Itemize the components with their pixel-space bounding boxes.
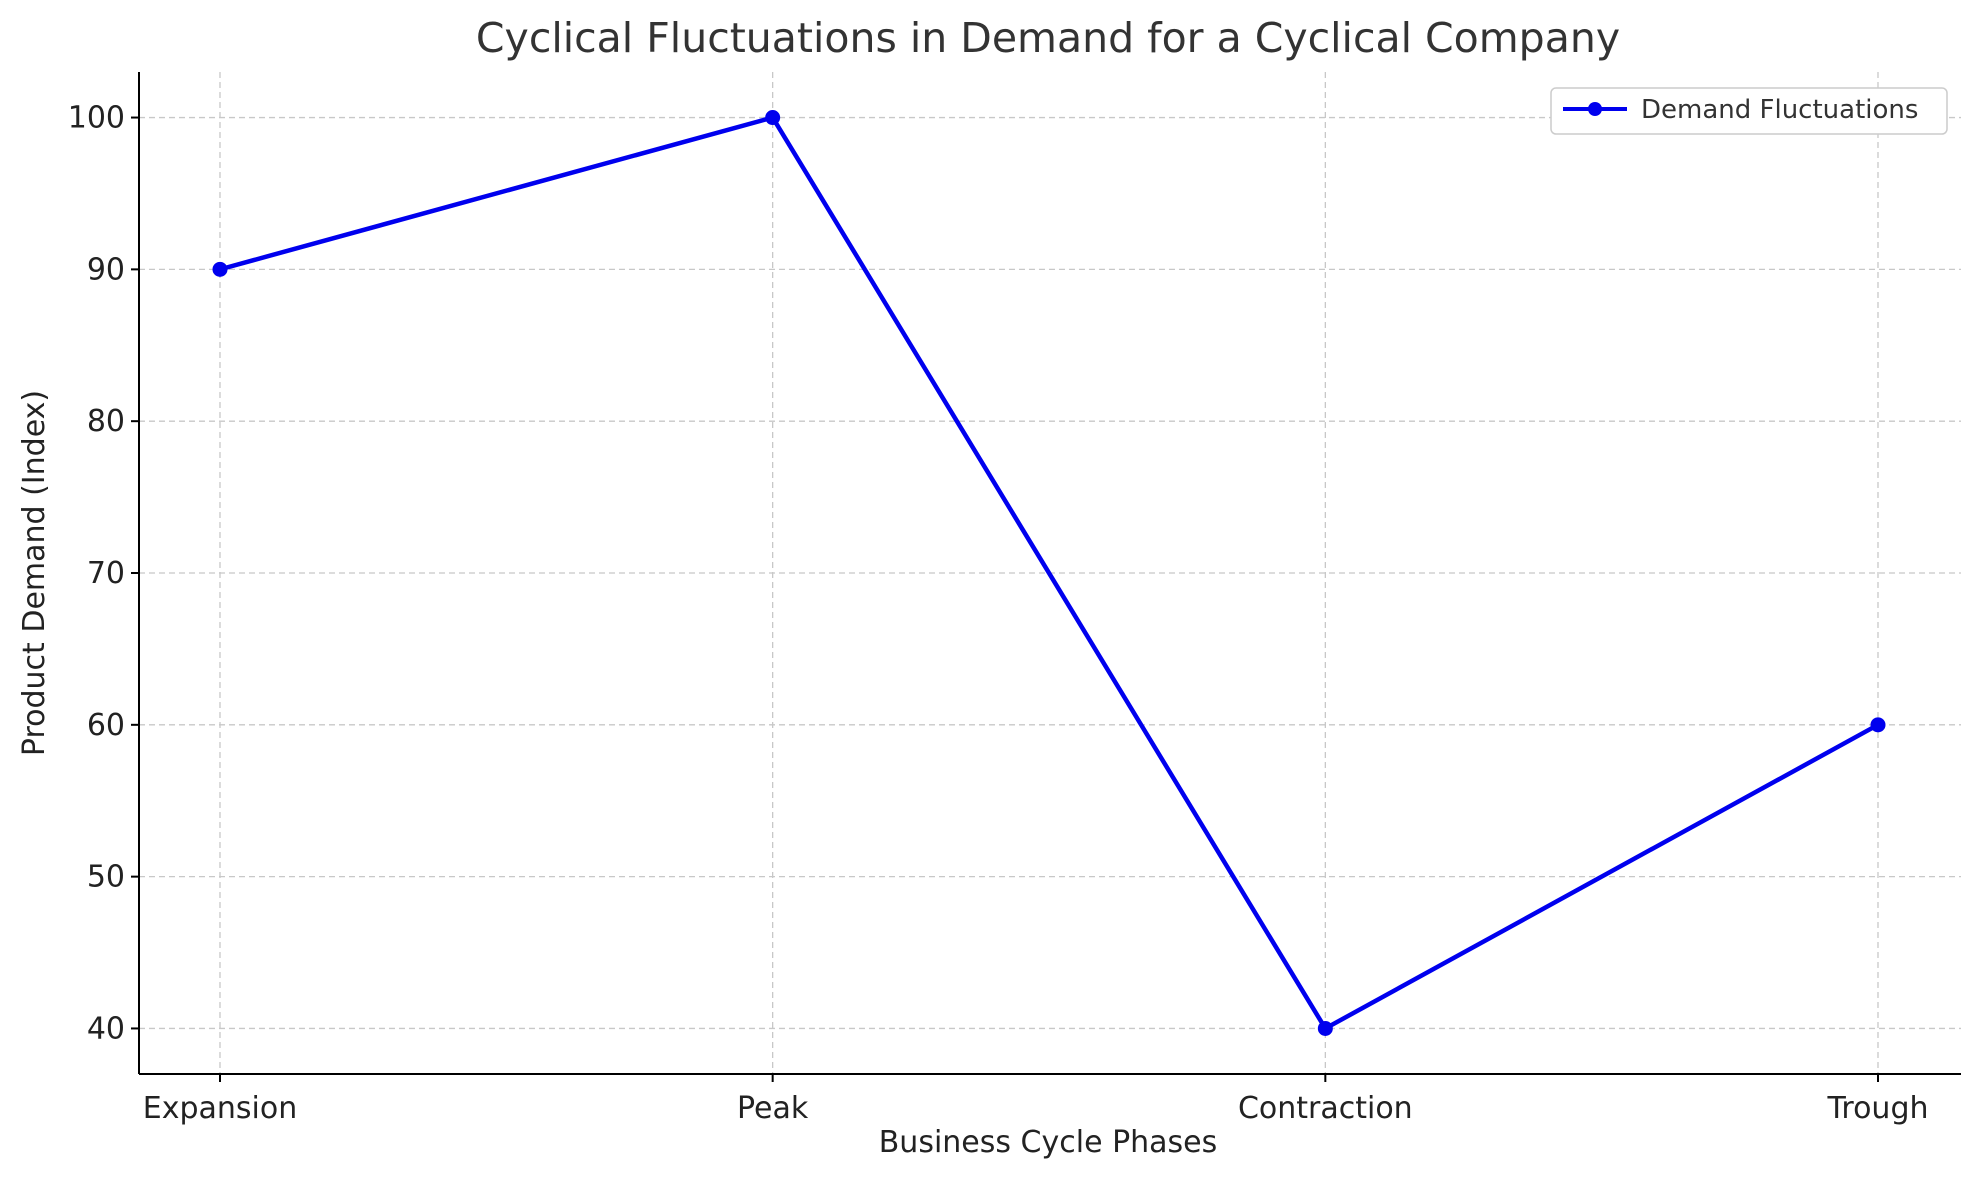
legend: Demand Fluctuations bbox=[1550, 87, 1948, 135]
x-axis-label: Business Cycle Phases bbox=[879, 1125, 1218, 1160]
y-tick-label: 100 bbox=[68, 101, 125, 136]
y-tick-label: 70 bbox=[87, 556, 125, 591]
data-point bbox=[212, 261, 228, 277]
y-tick-label: 80 bbox=[87, 404, 125, 439]
x-tick-label: Trough bbox=[1826, 1091, 1928, 1126]
y-tick-label: 90 bbox=[87, 252, 125, 287]
data-point bbox=[1870, 717, 1886, 733]
series-layer bbox=[212, 110, 1886, 1036]
x-tick-label: Peak bbox=[737, 1091, 809, 1126]
chart-title: Cyclical Fluctuations in Demand for a Cy… bbox=[476, 14, 1620, 62]
axis-ticks: 40 50 60 70 80 90 100 Expansion Peak Contraction T… bbox=[68, 101, 1929, 1126]
legend-label: Demand Fluctuations bbox=[1641, 95, 1918, 125]
y-axis-label: Product Demand (Index) bbox=[17, 390, 52, 756]
y-tick-label: 60 bbox=[87, 708, 125, 743]
series-line bbox=[219, 115, 1880, 1031]
data-point bbox=[1317, 1020, 1333, 1036]
x-tick-label: Expansion bbox=[143, 1091, 297, 1126]
data-point bbox=[765, 110, 781, 126]
legend-frame bbox=[1550, 87, 1948, 135]
y-tick-label: 40 bbox=[87, 1011, 125, 1046]
legend-marker-swatch bbox=[1588, 102, 1602, 116]
x-tick-label: Contraction bbox=[1238, 1091, 1413, 1126]
y-tick-label: 50 bbox=[87, 860, 125, 895]
